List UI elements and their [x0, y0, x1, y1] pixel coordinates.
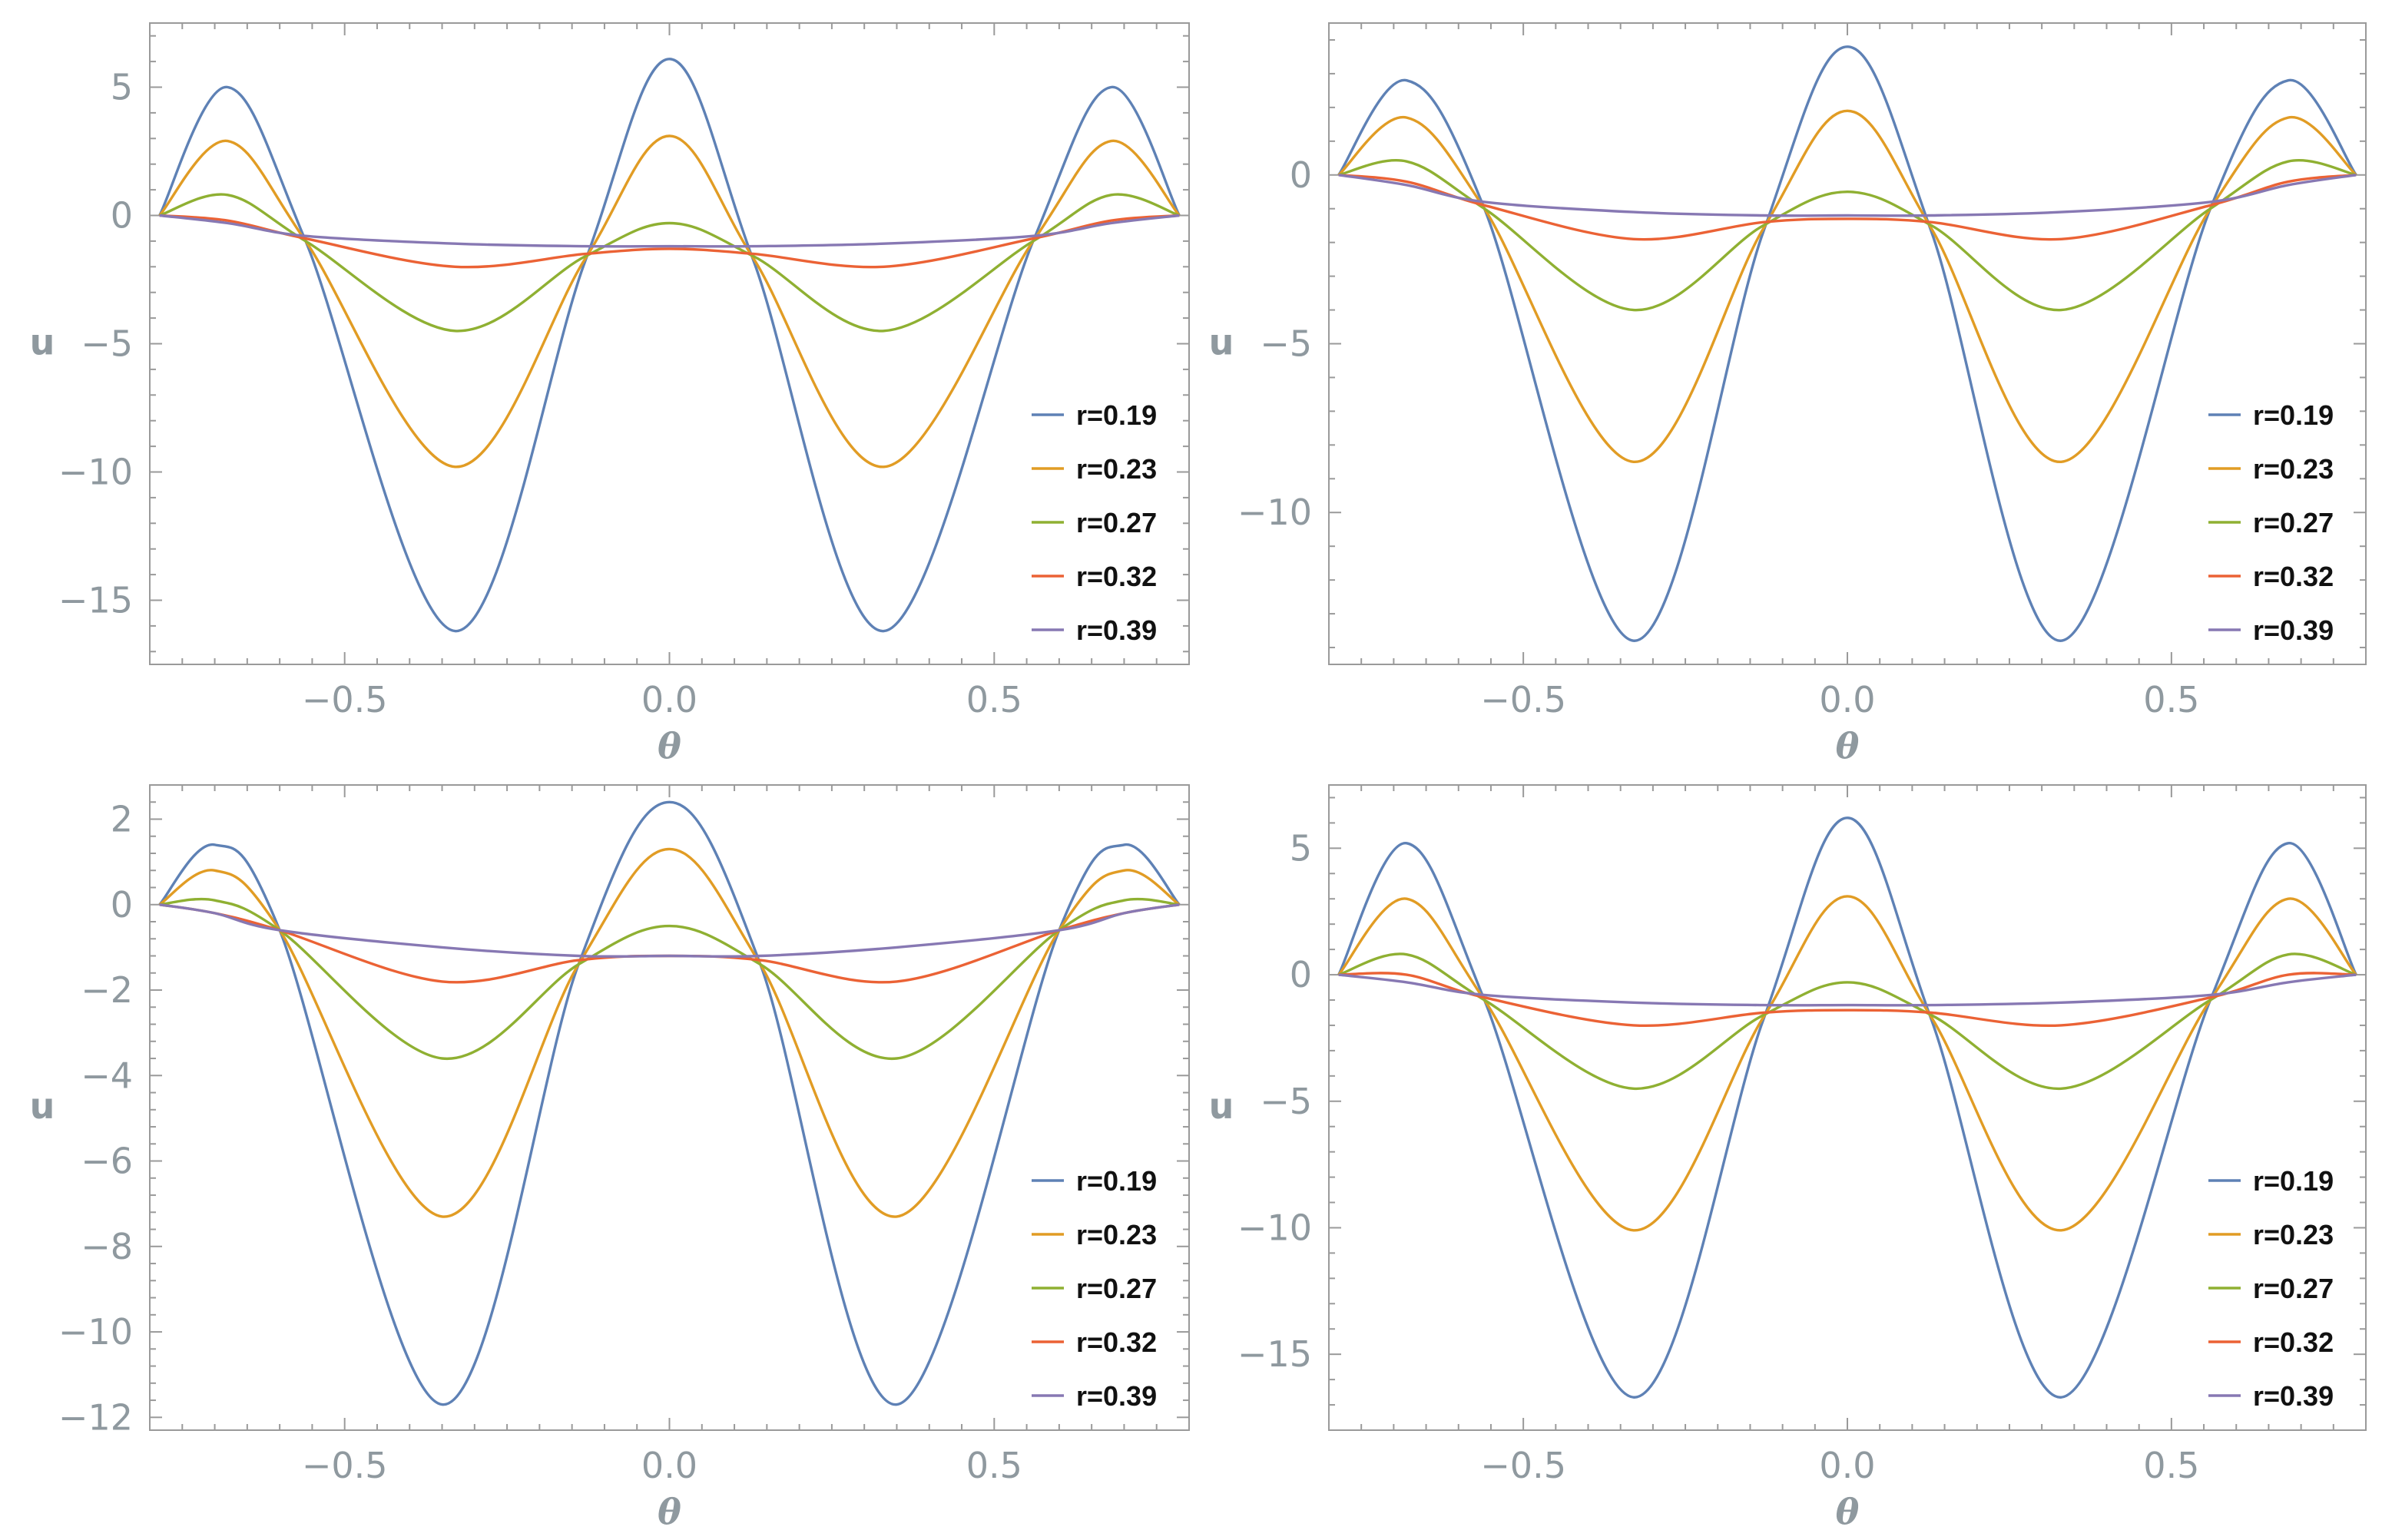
series-line-r=0.27: [159, 897, 1180, 1060]
series-line-r=0.19: [158, 58, 1181, 633]
series-line-r=0.32: [1338, 972, 2357, 1028]
plot-frame: [1328, 784, 2367, 1431]
series-line-r=0.23: [158, 134, 1181, 469]
plot-frame: [1328, 22, 2367, 665]
plot-frame: [149, 784, 1190, 1431]
y-tick-label: −2: [81, 969, 133, 1011]
legend-label: r=0.23: [2253, 453, 2334, 485]
legend-label: r=0.27: [1076, 1273, 1157, 1304]
y-tick-label: 0: [1290, 954, 1312, 995]
x-tick-label: −0.5: [302, 1445, 388, 1486]
series-line-r=0.27: [1338, 952, 2357, 1091]
y-tick-label: 2: [111, 799, 133, 840]
x-axis-label: θ: [658, 725, 681, 767]
x-axis-label: θ: [1836, 725, 1860, 767]
panel-top-left: −0.5 0.0 0.5 5 0 −5 −10 −15 θ u r=0.19 r=0.23 r=0.27…: [30, 22, 1190, 767]
panel-bottom-right: −0.5 0.0 0.5 5 0 −5 −10 −15 θ u r=0.19 r=0.23 r=0.27…: [1209, 784, 2367, 1532]
series-line-r=0.23: [1337, 895, 2357, 1232]
x-tick-label: 0.0: [641, 679, 697, 720]
legend-label: r=0.19: [1076, 399, 1157, 431]
y-tick-label: −10: [1237, 1207, 1312, 1248]
series-line-r=0.27: [159, 193, 1180, 333]
y-tick-label: −15: [1237, 1333, 1312, 1375]
x-tick-label: 0.0: [1819, 679, 1875, 720]
x-tick-label: 0.0: [1819, 1445, 1875, 1486]
panel-bottom-left: −0.5 0.0 0.5 2 0 −2 −4 −6 −8 −10 −12 θ u r=0.19 r=0.23…: [30, 784, 1190, 1532]
legend-label: r=0.32: [1076, 561, 1157, 592]
y-tick-label: −10: [58, 452, 133, 493]
legend-label: r=0.23: [1076, 1219, 1157, 1250]
legend-label: r=0.39: [2253, 1380, 2334, 1412]
panel-top-right: −0.5 0.0 0.5 0 −5 −10 θ u r=0.19 r=0.23 r=0.27 r=0.…: [1209, 22, 2367, 767]
x-axis-label: θ: [658, 1491, 681, 1532]
series-line-r=0.23: [1337, 109, 2357, 464]
series-line-r=0.32: [159, 903, 1180, 984]
x-tick-label: −0.5: [1480, 1445, 1566, 1486]
series-line-r=0.19: [158, 800, 1181, 1406]
y-tick-label: −6: [81, 1141, 133, 1182]
legend-label: r=0.23: [1076, 453, 1157, 485]
y-tick-label: 0: [111, 195, 133, 237]
y-tick-label: 0: [111, 884, 133, 926]
y-axis-label: u: [1209, 1085, 1234, 1127]
legend-label: r=0.19: [2253, 1165, 2334, 1197]
y-tick-label: −10: [1237, 492, 1312, 533]
y-axis-label: u: [30, 322, 55, 363]
y-axis-label: u: [30, 1085, 55, 1127]
legend-label: r=0.19: [1076, 1165, 1157, 1197]
series-line-r=0.32: [159, 214, 1180, 269]
series-line-r=0.39: [1338, 174, 2357, 217]
series-line-r=0.39: [159, 214, 1180, 248]
y-tick-label: 5: [1290, 827, 1312, 869]
legend-label: r=0.32: [2253, 561, 2334, 592]
y-tick-label: 0: [1290, 154, 1312, 196]
y-tick-label: −5: [81, 323, 133, 365]
y-tick-label: −15: [58, 580, 133, 621]
y-tick-label: −5: [1260, 1081, 1312, 1122]
x-axis-label: θ: [1836, 1491, 1860, 1532]
legend-label: r=0.39: [1076, 614, 1157, 646]
y-tick-label: −10: [58, 1311, 133, 1353]
series-line-r=0.19: [1337, 45, 2357, 642]
legend-label: r=0.39: [2253, 614, 2334, 646]
series-line-r=0.23: [158, 847, 1181, 1218]
plot-frame: [149, 22, 1190, 665]
x-tick-label: 0.5: [2143, 1445, 2199, 1486]
x-tick-label: 0.5: [966, 1445, 1022, 1486]
y-tick-label: −5: [1260, 323, 1312, 365]
y-tick-label: −4: [81, 1055, 133, 1096]
x-tick-label: −0.5: [302, 679, 388, 720]
series-line-r=0.19: [1337, 816, 2357, 1399]
x-tick-label: 0.5: [966, 679, 1022, 720]
legend-label: r=0.32: [2253, 1326, 2334, 1358]
legend-label: r=0.27: [2253, 507, 2334, 538]
series-line-r=0.39: [159, 903, 1180, 959]
legend-label: r=0.32: [1076, 1326, 1157, 1358]
y-axis-label: u: [1209, 322, 1234, 363]
x-tick-label: 0.0: [641, 1445, 697, 1486]
series-line-r=0.27: [1338, 159, 2357, 312]
y-tick-label: −8: [81, 1226, 133, 1267]
legend-label: r=0.39: [1076, 1380, 1157, 1412]
legend-label: r=0.27: [1076, 507, 1157, 538]
x-tick-label: 0.5: [2143, 679, 2199, 720]
y-tick-label: 5: [111, 67, 133, 108]
legend-label: r=0.23: [2253, 1219, 2334, 1250]
series-line-r=0.32: [1338, 174, 2357, 241]
x-tick-label: −0.5: [1480, 679, 1566, 720]
series-line-r=0.39: [1338, 973, 2357, 1007]
legend-label: r=0.27: [2253, 1273, 2334, 1304]
legend-label: r=0.19: [2253, 399, 2334, 431]
y-tick-label: −12: [58, 1396, 133, 1438]
